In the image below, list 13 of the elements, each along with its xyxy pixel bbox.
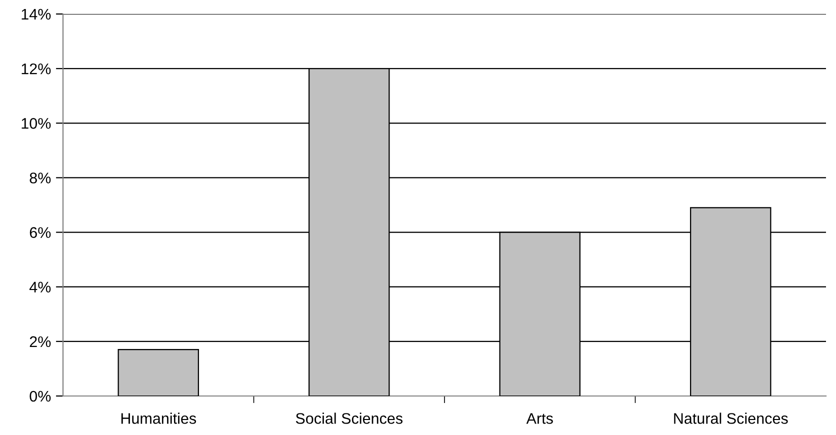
- y-tick-label: 4%: [29, 282, 51, 292]
- y-tick-label: 10%: [22, 118, 51, 129]
- x-tick-label: Social Sciences: [296, 412, 402, 424]
- y-tick-label: 14%: [22, 8, 51, 20]
- x-tick-label: Arts: [526, 413, 553, 424]
- y-tick-label: 8%: [30, 172, 51, 184]
- y-tick-label: 6%: [30, 227, 51, 238]
- x-tick-label: Humanities: [121, 412, 196, 424]
- y-tick-label: 0%: [30, 390, 51, 402]
- y-tick-label: 2%: [30, 336, 51, 348]
- y-tick-label: 12%: [22, 63, 51, 74]
- bar: [118, 349, 199, 396]
- x-tick-label: Natural Sciences: [674, 412, 788, 424]
